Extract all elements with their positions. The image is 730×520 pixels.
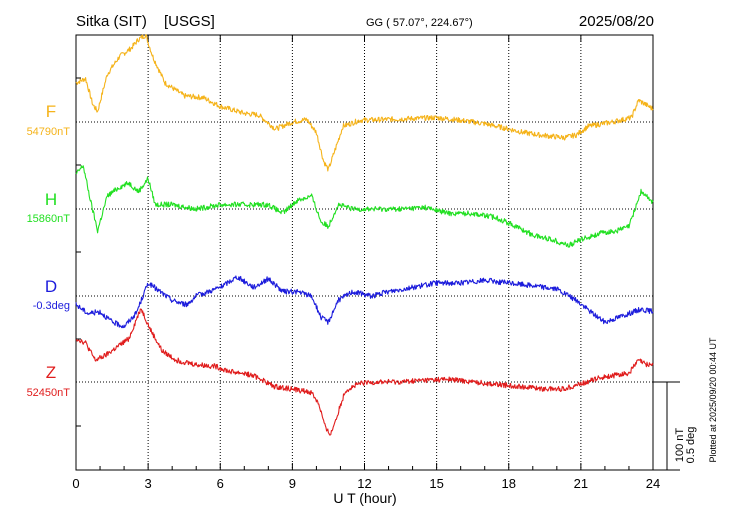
series-name-d: D [45, 277, 57, 296]
x-tick-label: 18 [502, 476, 516, 491]
series-name-h: H [45, 190, 57, 209]
series-labels: F 54790nT H 15860nT D -0.3deg Z 52450nT [27, 102, 71, 399]
x-tick-label: 24 [646, 476, 660, 491]
x-tick-label: 12 [357, 476, 371, 491]
scale-bar [653, 381, 680, 471]
series-baseline-d: -0.3deg [33, 300, 70, 312]
x-tick-label: 15 [429, 476, 443, 491]
series-line-h [75, 165, 654, 248]
series-group [75, 34, 654, 436]
series-baseline-h: 15860nT [27, 213, 71, 225]
station-title: Sitka (SIT) [76, 13, 147, 30]
series-line-f [75, 34, 654, 172]
x-tick-label: 0 [72, 476, 79, 491]
series-baseline-z: 52450nT [27, 387, 71, 399]
x-tick-label: 6 [217, 476, 224, 491]
series-line-d [75, 275, 654, 329]
x-tick-label: 21 [574, 476, 588, 491]
series-name-z: Z [46, 363, 56, 382]
scale-label-deg: 0.5 deg [685, 427, 697, 464]
scale-label-nt: 100 nT [674, 428, 686, 463]
source-label: [USGS] [164, 13, 215, 30]
x-ticks: 0 3 6 9 12 15 18 21 24 [72, 35, 660, 491]
date-label: 2025/08/20 [579, 13, 654, 30]
coords-label: GG ( 57.07°, 224.67°) [366, 17, 473, 29]
x-tick-label: 9 [289, 476, 296, 491]
x-tick-label: 3 [145, 476, 152, 491]
plotted-timestamp: Plotted at 2025/09/20 00:44 UT [708, 337, 718, 463]
series-line-z [75, 308, 654, 436]
x-axis-label: U T (hour) [333, 490, 396, 506]
series-baseline-f: 54790nT [27, 126, 71, 138]
grid-lines [76, 35, 653, 470]
series-name-f: F [46, 102, 56, 121]
